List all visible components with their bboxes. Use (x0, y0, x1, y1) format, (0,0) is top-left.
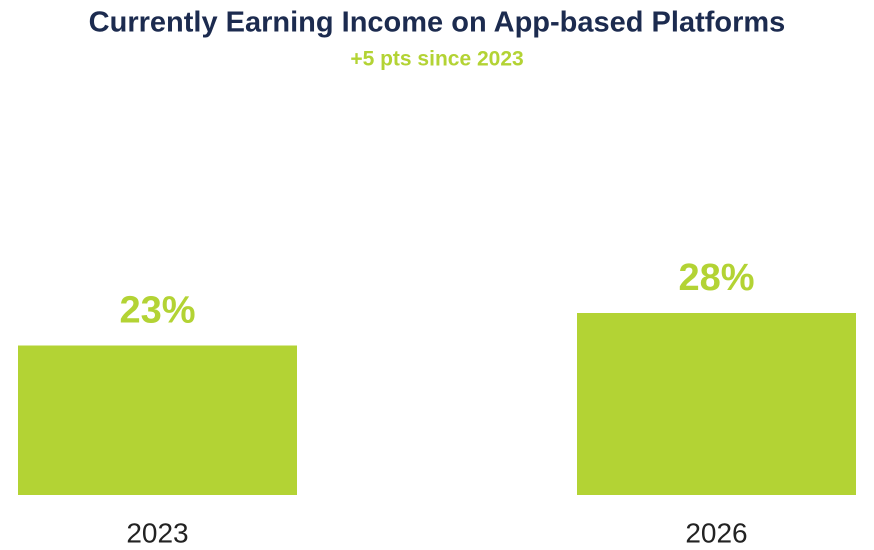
x-tick-label: 2026 (685, 517, 747, 548)
value-label: 23% (119, 290, 195, 332)
bar (577, 313, 856, 495)
chart-title: Currently Earning Income on App-based Pl… (89, 7, 786, 39)
bar (18, 345, 297, 495)
chart-subtitle: +5 pts since 2023 (350, 48, 523, 71)
x-tick-label: 2023 (126, 517, 188, 548)
value-label: 28% (678, 257, 754, 299)
